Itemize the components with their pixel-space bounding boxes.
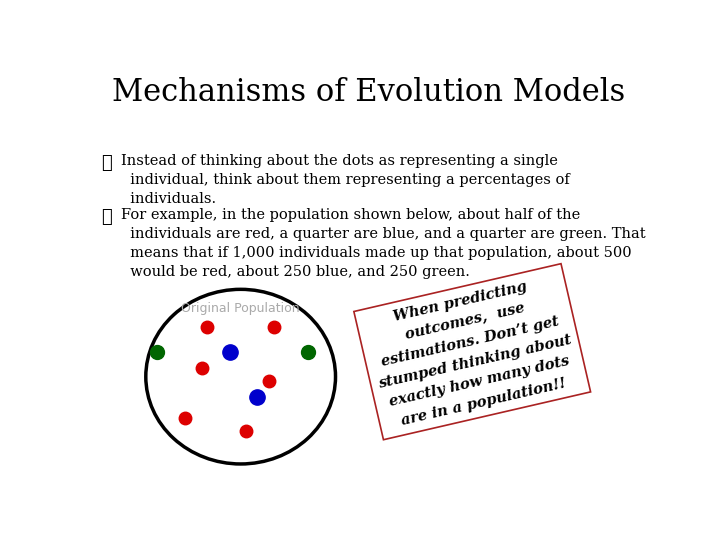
Text: For example, in the population shown below, about half of the
  individuals are : For example, in the population shown bel… <box>121 208 645 279</box>
Text: When predicting
outcomes,  use
estimations. Don’t get
stumped thinking about
exa: When predicting outcomes, use estimation… <box>363 273 582 431</box>
Text: Mechanisms of Evolution Models: Mechanisms of Evolution Models <box>112 77 626 109</box>
Text: Instead of thinking about the dots as representing a single
  individual, think : Instead of thinking about the dots as re… <box>121 154 570 206</box>
Text: ❧: ❧ <box>101 208 112 226</box>
Text: Original Population: Original Population <box>181 302 300 315</box>
Text: ❧: ❧ <box>101 154 112 172</box>
